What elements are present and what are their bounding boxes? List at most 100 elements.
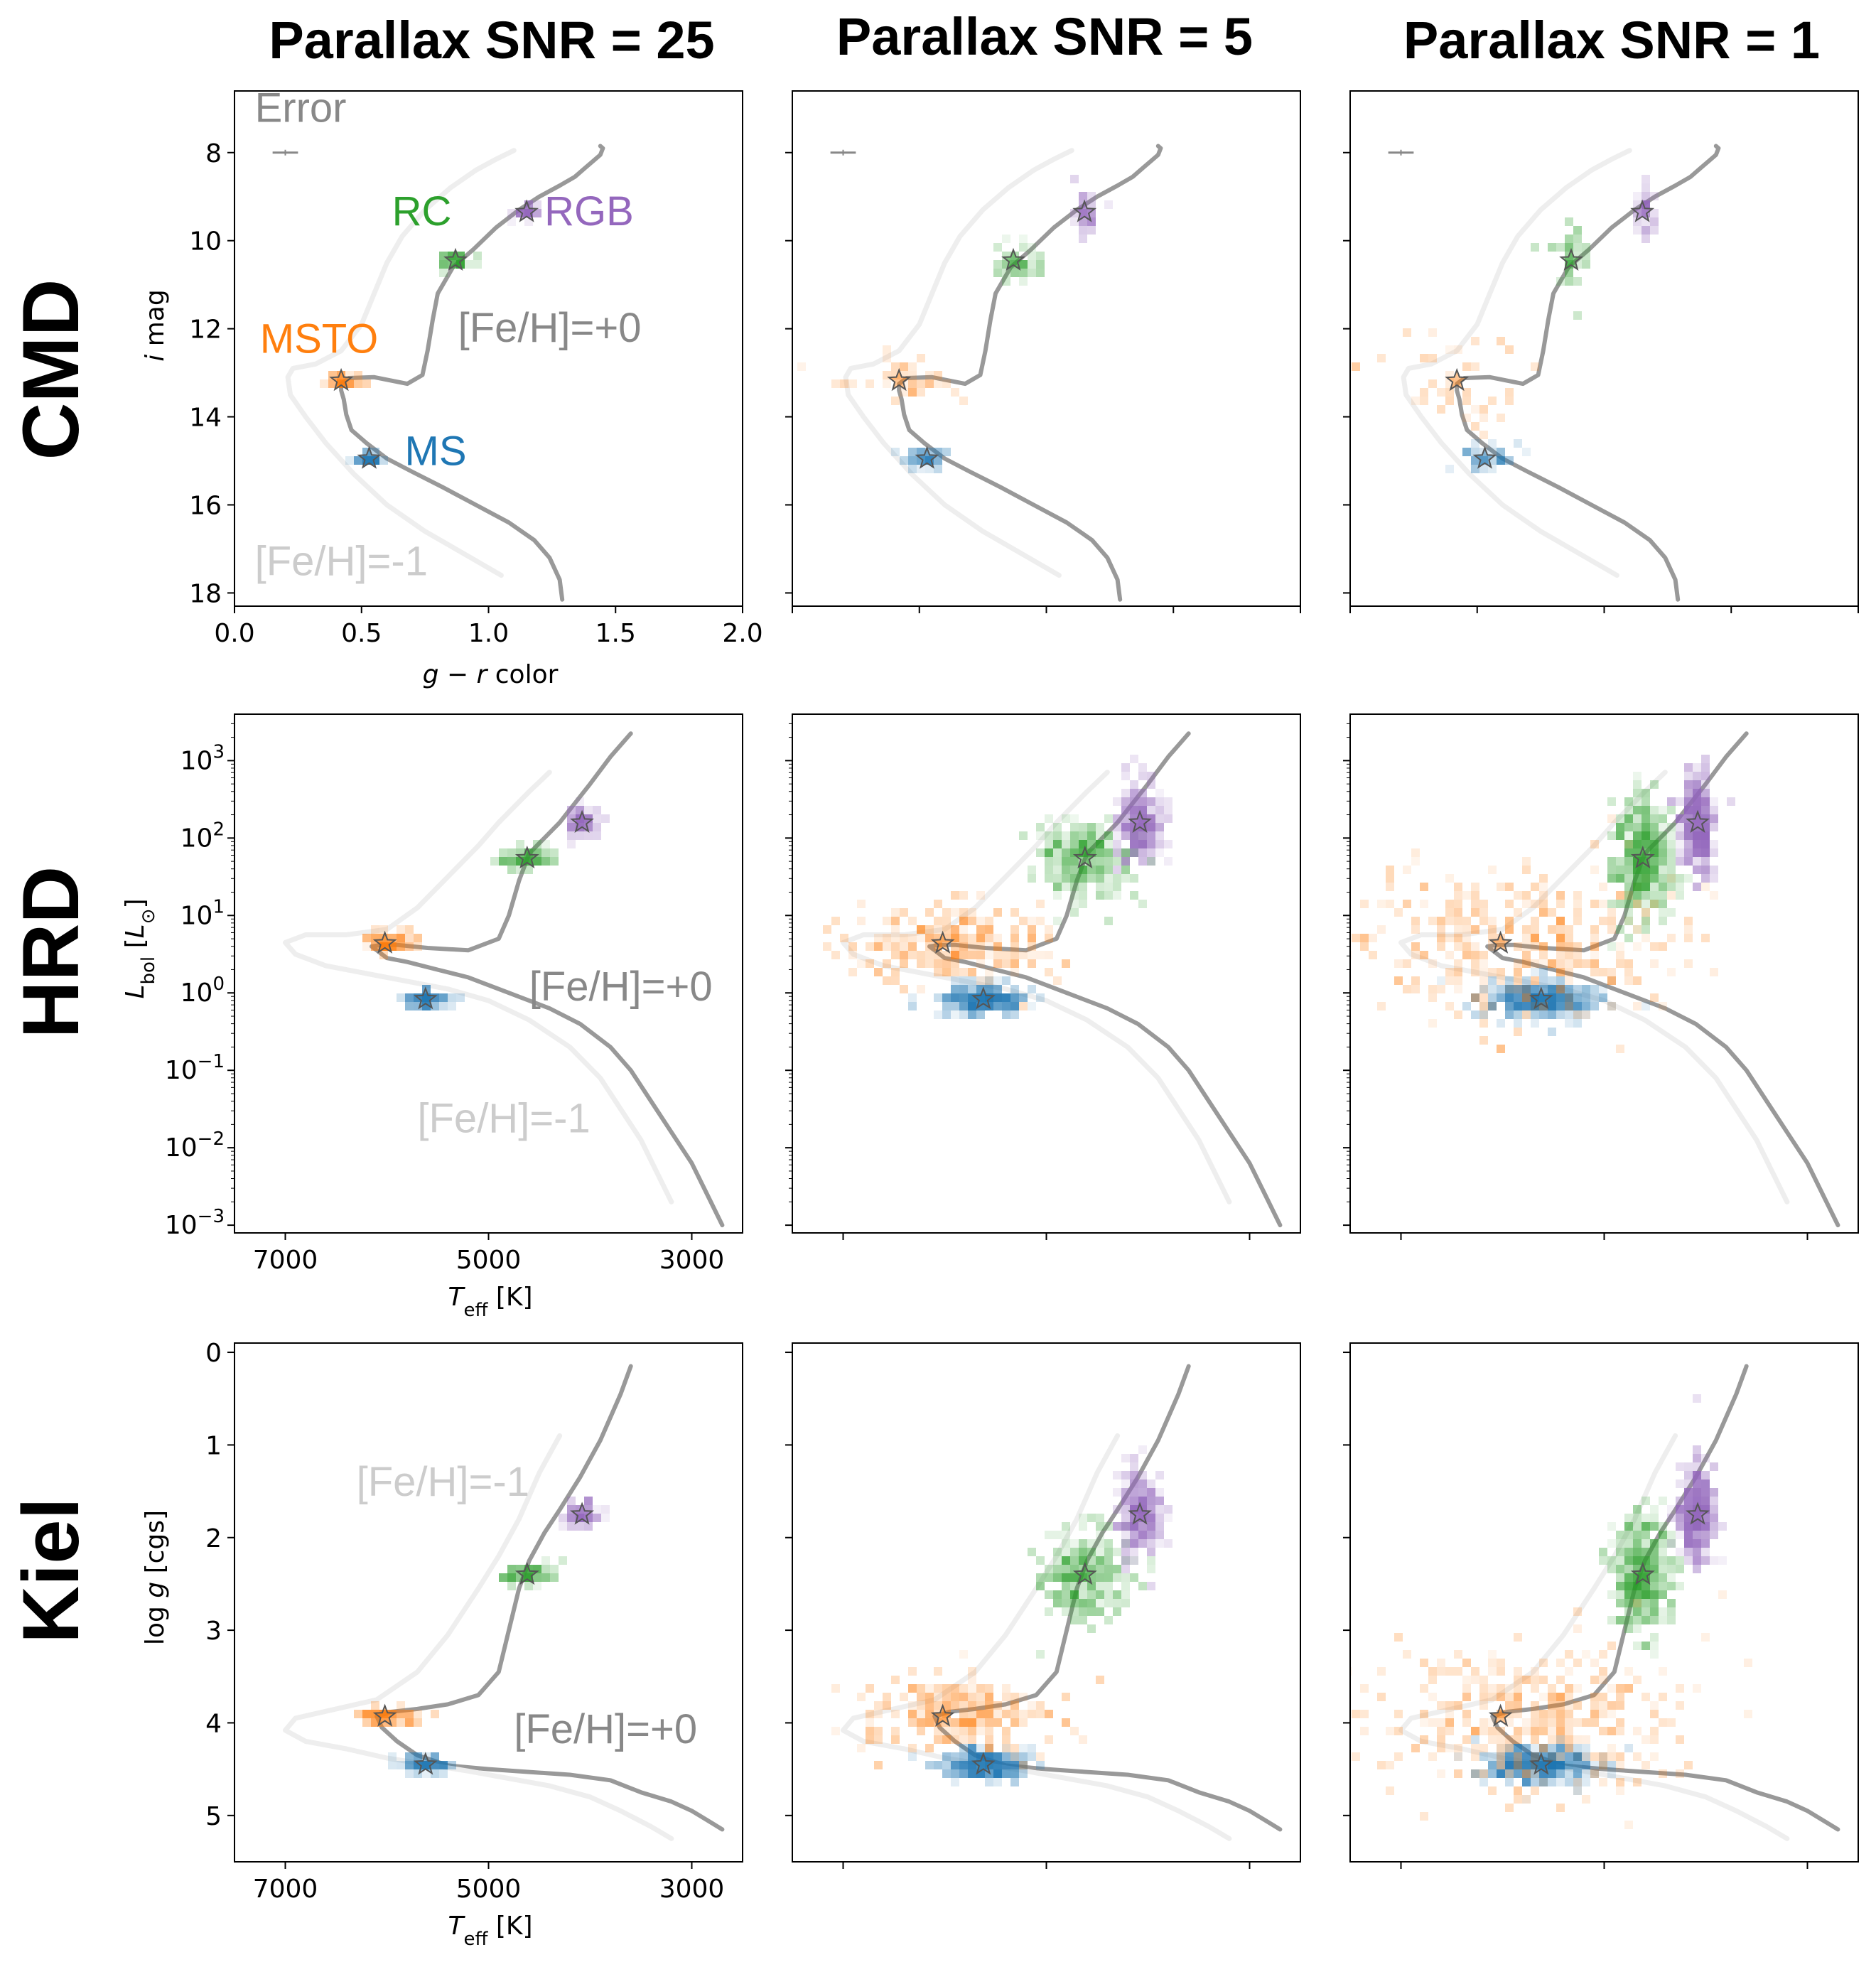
density-cell-msto: [1684, 1761, 1693, 1769]
density-cell-ms: [951, 993, 959, 1002]
density-cell-ms: [1002, 1002, 1010, 1010]
density-cell-ms: [959, 1002, 968, 1010]
density-cell-msto: [1010, 1744, 1019, 1752]
density-cell-rgb: [1701, 866, 1710, 874]
density-cell-msto: [934, 1735, 942, 1744]
density-cell-msto: [1565, 942, 1573, 951]
density-cell-msto: [1445, 345, 1454, 354]
density-cell-msto: [1539, 1710, 1548, 1718]
density-cell-msto: [1497, 1684, 1505, 1693]
density-cell-msto: [371, 942, 379, 951]
density-cell-rgb: [1130, 840, 1138, 848]
density-cell-rc: [1607, 857, 1616, 866]
density-cell-rc: [1667, 840, 1676, 848]
density-cell-ms: [1531, 985, 1539, 993]
plot-area: [797, 144, 1163, 602]
density-cell-rgb: [1121, 1531, 1130, 1539]
density-cell-rgb: [1138, 1479, 1147, 1488]
density-cell-msto: [1582, 959, 1590, 968]
density-cell-rc: [1070, 1573, 1079, 1582]
density-cell-msto: [1616, 1786, 1624, 1795]
density-cell-rgb: [1147, 1531, 1155, 1539]
density-cell-rgb: [1155, 1514, 1164, 1522]
density-cell-ms: [968, 1744, 976, 1752]
density-cell-rgb: [567, 1514, 576, 1522]
track-feh-solar: [1455, 144, 1721, 602]
density-cell-rgb: [593, 806, 601, 814]
density-cell-rgb: [1121, 823, 1130, 831]
density-cell-rc: [1062, 831, 1070, 840]
density-cell-msto: [1616, 1684, 1624, 1693]
density-cell-msto: [925, 379, 934, 388]
density-cell-msto: [1531, 934, 1539, 942]
axes-frame: [1349, 90, 1859, 607]
density-cell-rc: [533, 857, 541, 866]
density-cell-msto: [362, 934, 371, 942]
density-cell-msto: [362, 1710, 371, 1718]
density-cell-msto: [1505, 925, 1514, 934]
density-cell-msto: [1454, 1701, 1462, 1710]
density-cell-rc: [1087, 1556, 1096, 1565]
density-cell-rc: [1087, 1539, 1096, 1548]
density-cell-rgb: [1138, 789, 1147, 797]
density-cell-rc: [1062, 1556, 1070, 1565]
density-cell-rgb: [1121, 1488, 1130, 1497]
density-cell-rgb: [1684, 789, 1693, 797]
density-cell-ms: [968, 1761, 976, 1769]
density-cell-msto: [1352, 1752, 1360, 1761]
density-cell-rc: [1053, 840, 1062, 848]
density-cell-ms: [1505, 1752, 1514, 1761]
density-cell-rc: [1079, 1548, 1087, 1556]
density-cell-msto: [942, 1701, 951, 1710]
density-cell-msto: [1488, 942, 1497, 951]
density-cell-ms: [1573, 1010, 1582, 1019]
density-cell-msto: [1514, 1633, 1522, 1642]
density-cell-rgb: [1693, 831, 1701, 840]
density-cell-ms: [1522, 993, 1531, 1002]
density-cell-rgb: [1130, 1479, 1138, 1488]
density-cell-msto: [1445, 917, 1454, 925]
density-cell-msto: [1582, 1010, 1590, 1019]
density-cell-ms: [1582, 1752, 1590, 1761]
density-cell-rgb: [1155, 806, 1164, 814]
density-cell-rgb: [1138, 1539, 1147, 1548]
density-cell-ms: [1565, 993, 1573, 1002]
density-cell-msto: [1607, 976, 1616, 985]
density-cell-rgb: [1087, 192, 1096, 200]
density-cell-ms: [1010, 1752, 1019, 1761]
density-cell-msto: [1539, 1744, 1548, 1752]
density-cell-rc: [1659, 814, 1667, 823]
density-cell-msto: [1642, 1693, 1650, 1701]
density-cell-msto: [1028, 934, 1036, 942]
density-cell-ms: [439, 993, 448, 1002]
density-cell-msto: [1471, 1769, 1479, 1778]
density-cell-ms: [422, 1761, 431, 1769]
density-cell-ms: [422, 1761, 431, 1769]
density-cell-rc: [1096, 1565, 1104, 1573]
axes-frame: [234, 1342, 743, 1863]
density-cell-rc: [1642, 789, 1650, 797]
density-cell-msto: [1497, 968, 1505, 976]
density-cell-msto: [925, 1744, 934, 1752]
density-cell-rgb: [1693, 831, 1701, 840]
y-tick-label: 3: [205, 1617, 222, 1646]
density-cell-msto: [891, 917, 900, 925]
density-cell-ms: [1556, 1761, 1565, 1769]
density-cell-ms: [1010, 985, 1019, 993]
density-cell-msto: [1590, 942, 1599, 951]
density-cell-msto: [823, 942, 831, 951]
density-cell-ms: [951, 1769, 959, 1778]
density-cell-ms: [414, 1761, 422, 1769]
density-cell-rc: [1070, 1548, 1079, 1556]
density-cell-ms: [908, 993, 917, 1002]
density-cell-ms: [993, 976, 1002, 985]
density-cell-ms: [1497, 448, 1505, 456]
density-cell-rgb: [1701, 831, 1710, 840]
density-cell-msto: [951, 925, 959, 934]
density-cell-rc: [1659, 900, 1667, 908]
density-cell-rc: [541, 1565, 550, 1573]
density-cell-rgb: [593, 1514, 601, 1522]
density-cell-rc: [1062, 1573, 1070, 1582]
density-cell-rc: [1096, 1573, 1104, 1582]
density-cell-rgb: [1155, 840, 1164, 848]
